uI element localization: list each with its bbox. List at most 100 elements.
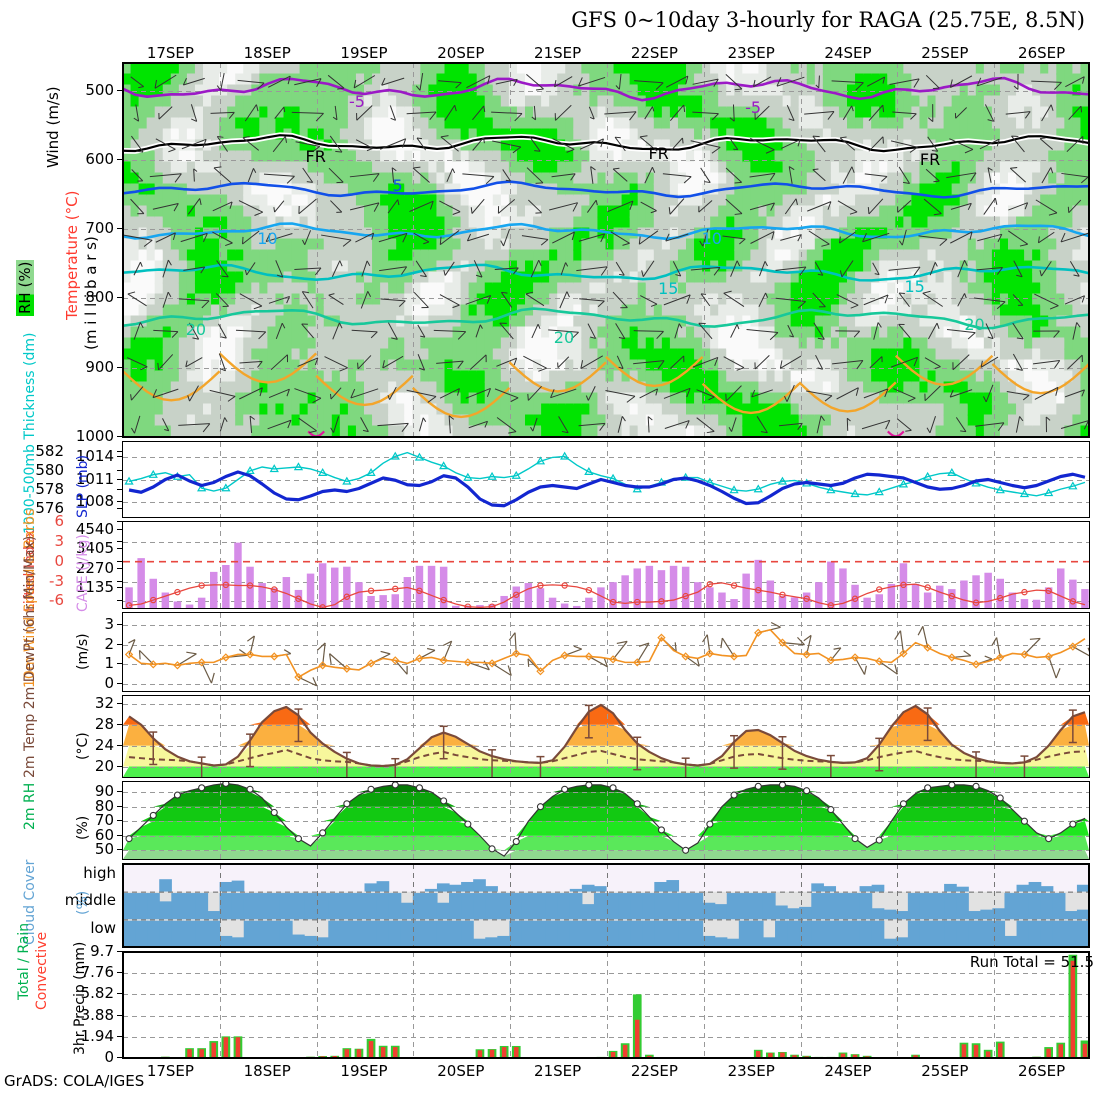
contour-label: FR (919, 150, 941, 170)
upper-air-plot (123, 63, 1089, 437)
date-label-top: 22SEP (630, 44, 678, 62)
axis-tick-mark (117, 663, 123, 665)
axis-tick: 90 (94, 782, 114, 801)
axis-label-slp: SLP (mb) (75, 454, 91, 518)
axis-tick: 1014 (75, 447, 114, 465)
axis-tick-mark (117, 560, 123, 562)
axis-tick: 6 (54, 512, 64, 530)
axis-tick-mark (117, 587, 123, 589)
axis-tick: 28 (94, 714, 114, 733)
axis-tick-mark (117, 228, 123, 230)
cape-lifted-index-panel[interactable] (122, 521, 1090, 609)
axis-tick-mark (117, 567, 123, 569)
contour-label: 15 (904, 277, 925, 297)
axis-tick-mark (117, 972, 123, 974)
cloud-row-label: high (83, 863, 116, 882)
axis-tick: 5.82 (80, 984, 114, 1003)
cloud-row-label: low (90, 919, 116, 938)
axis-tick-mark (117, 580, 123, 582)
cloud-cover-plot (123, 864, 1089, 947)
temp2m-panel[interactable] (122, 695, 1090, 778)
contour-label: FR (305, 146, 326, 166)
precip-panel[interactable] (122, 951, 1090, 1059)
date-label-bottom: 25SEP (921, 1062, 969, 1080)
axis-tick: -6 (49, 591, 64, 610)
axis-tick-mark (117, 600, 123, 602)
precip-plot (123, 952, 1089, 1058)
axis-tick: 32 (94, 693, 114, 712)
axis-tick-mark (117, 89, 123, 91)
contour-label: -5 (745, 97, 762, 117)
rh2m-panel[interactable] (122, 781, 1090, 860)
axis-tick-mark (117, 1057, 123, 1058)
axis-tick-mark (117, 508, 123, 510)
page-title: GFS 0~10day 3-hourly for RAGA (25.75E, 8… (571, 8, 1085, 32)
axis-tick-mark (117, 683, 123, 685)
axis-tick-mark (117, 951, 123, 952)
contour-label: 5 (392, 176, 403, 196)
rh-legend-swatch: RH (%) (16, 259, 34, 316)
axis-tick: 50 (94, 840, 114, 859)
slp-thickness-panel[interactable] (122, 441, 1090, 518)
date-label-bottom: 24SEP (824, 1062, 872, 1080)
date-label-top: 24SEP (824, 44, 872, 62)
axis-tick-mark (117, 643, 123, 645)
wind10m-panel[interactable] (122, 612, 1090, 692)
date-label-bottom: 18SEP (243, 1062, 291, 1080)
axis-tick-mark (117, 548, 123, 550)
footer-credit: GrADS: COLA/IGES (4, 1072, 145, 1090)
axis-tick-mark (117, 158, 123, 160)
upper-air-panel[interactable] (122, 62, 1090, 438)
axis-tick-mark (117, 765, 123, 767)
axis-tick: 1 (104, 654, 114, 673)
axis-tick: 4540 (75, 519, 114, 538)
axis-tick: 500 (85, 80, 114, 99)
axis-tick-mark (117, 436, 123, 437)
contour-label: 20 (185, 320, 207, 340)
axis-tick: 0 (54, 551, 64, 570)
axis-tick-mark (117, 834, 123, 836)
date-label-top: 23SEP (727, 44, 775, 62)
axis-tick: 24 (94, 735, 114, 754)
date-label-top: 19SEP (340, 44, 388, 62)
contour-label: 20 (553, 327, 575, 347)
axis-tick: 9.7 (90, 942, 114, 960)
axis-label-wind: Wind (m/s) (44, 86, 62, 168)
axis-tick: 582 (35, 441, 64, 460)
date-label-bottom: 22SEP (630, 1062, 678, 1080)
rh2m-plot (123, 782, 1089, 859)
contour-label: 10 (701, 228, 722, 248)
axis-tick: 0 (104, 1048, 114, 1066)
axis-tick: 3 (104, 614, 114, 633)
axis-label-cape: CAPE (J/kg) (75, 534, 91, 612)
axis-label-rh: RH (%) (16, 259, 34, 316)
date-label-top: 18SEP (243, 44, 291, 62)
contour-label: FR (648, 143, 669, 163)
axis-label-rh2m: 2m RH (22, 782, 38, 830)
cloud-row-label: middle (64, 891, 116, 910)
axis-tick: 3405 (75, 539, 114, 558)
axis-tick: 578 (35, 480, 64, 499)
axis-tick-mark (117, 456, 123, 457)
date-label-top: 17SEP (146, 44, 194, 62)
axis-label-precip: 3hr Precip (mm) (72, 941, 88, 1055)
axis-tick-mark (117, 1014, 123, 1016)
axis-tick: 3.88 (80, 1005, 114, 1024)
cloud-cover-panel[interactable] (122, 863, 1090, 948)
axis-tick: 900 (85, 357, 114, 376)
axis-tick: 1.94 (80, 1026, 114, 1045)
axis-tick: 576 (35, 499, 64, 518)
axis-tick-mark (117, 521, 123, 522)
axis-tick: 1011 (75, 469, 114, 488)
axis-tick: 80 (94, 796, 114, 815)
axis-tick: 0 (104, 674, 114, 693)
axis-tick-mark (117, 366, 123, 368)
axis-tick-mark (117, 744, 123, 746)
axis-label-precip-conv: Convective (34, 931, 50, 1010)
axis-label-precip-total: Total / Rain (16, 922, 32, 1000)
axis-label-temp2m-unit: (°C) (75, 732, 91, 760)
axis-tick: 700 (85, 219, 114, 238)
axis-tick: 1135 (75, 578, 114, 597)
axis-tick-mark (117, 1035, 123, 1037)
contour-label: 15 (658, 279, 679, 299)
